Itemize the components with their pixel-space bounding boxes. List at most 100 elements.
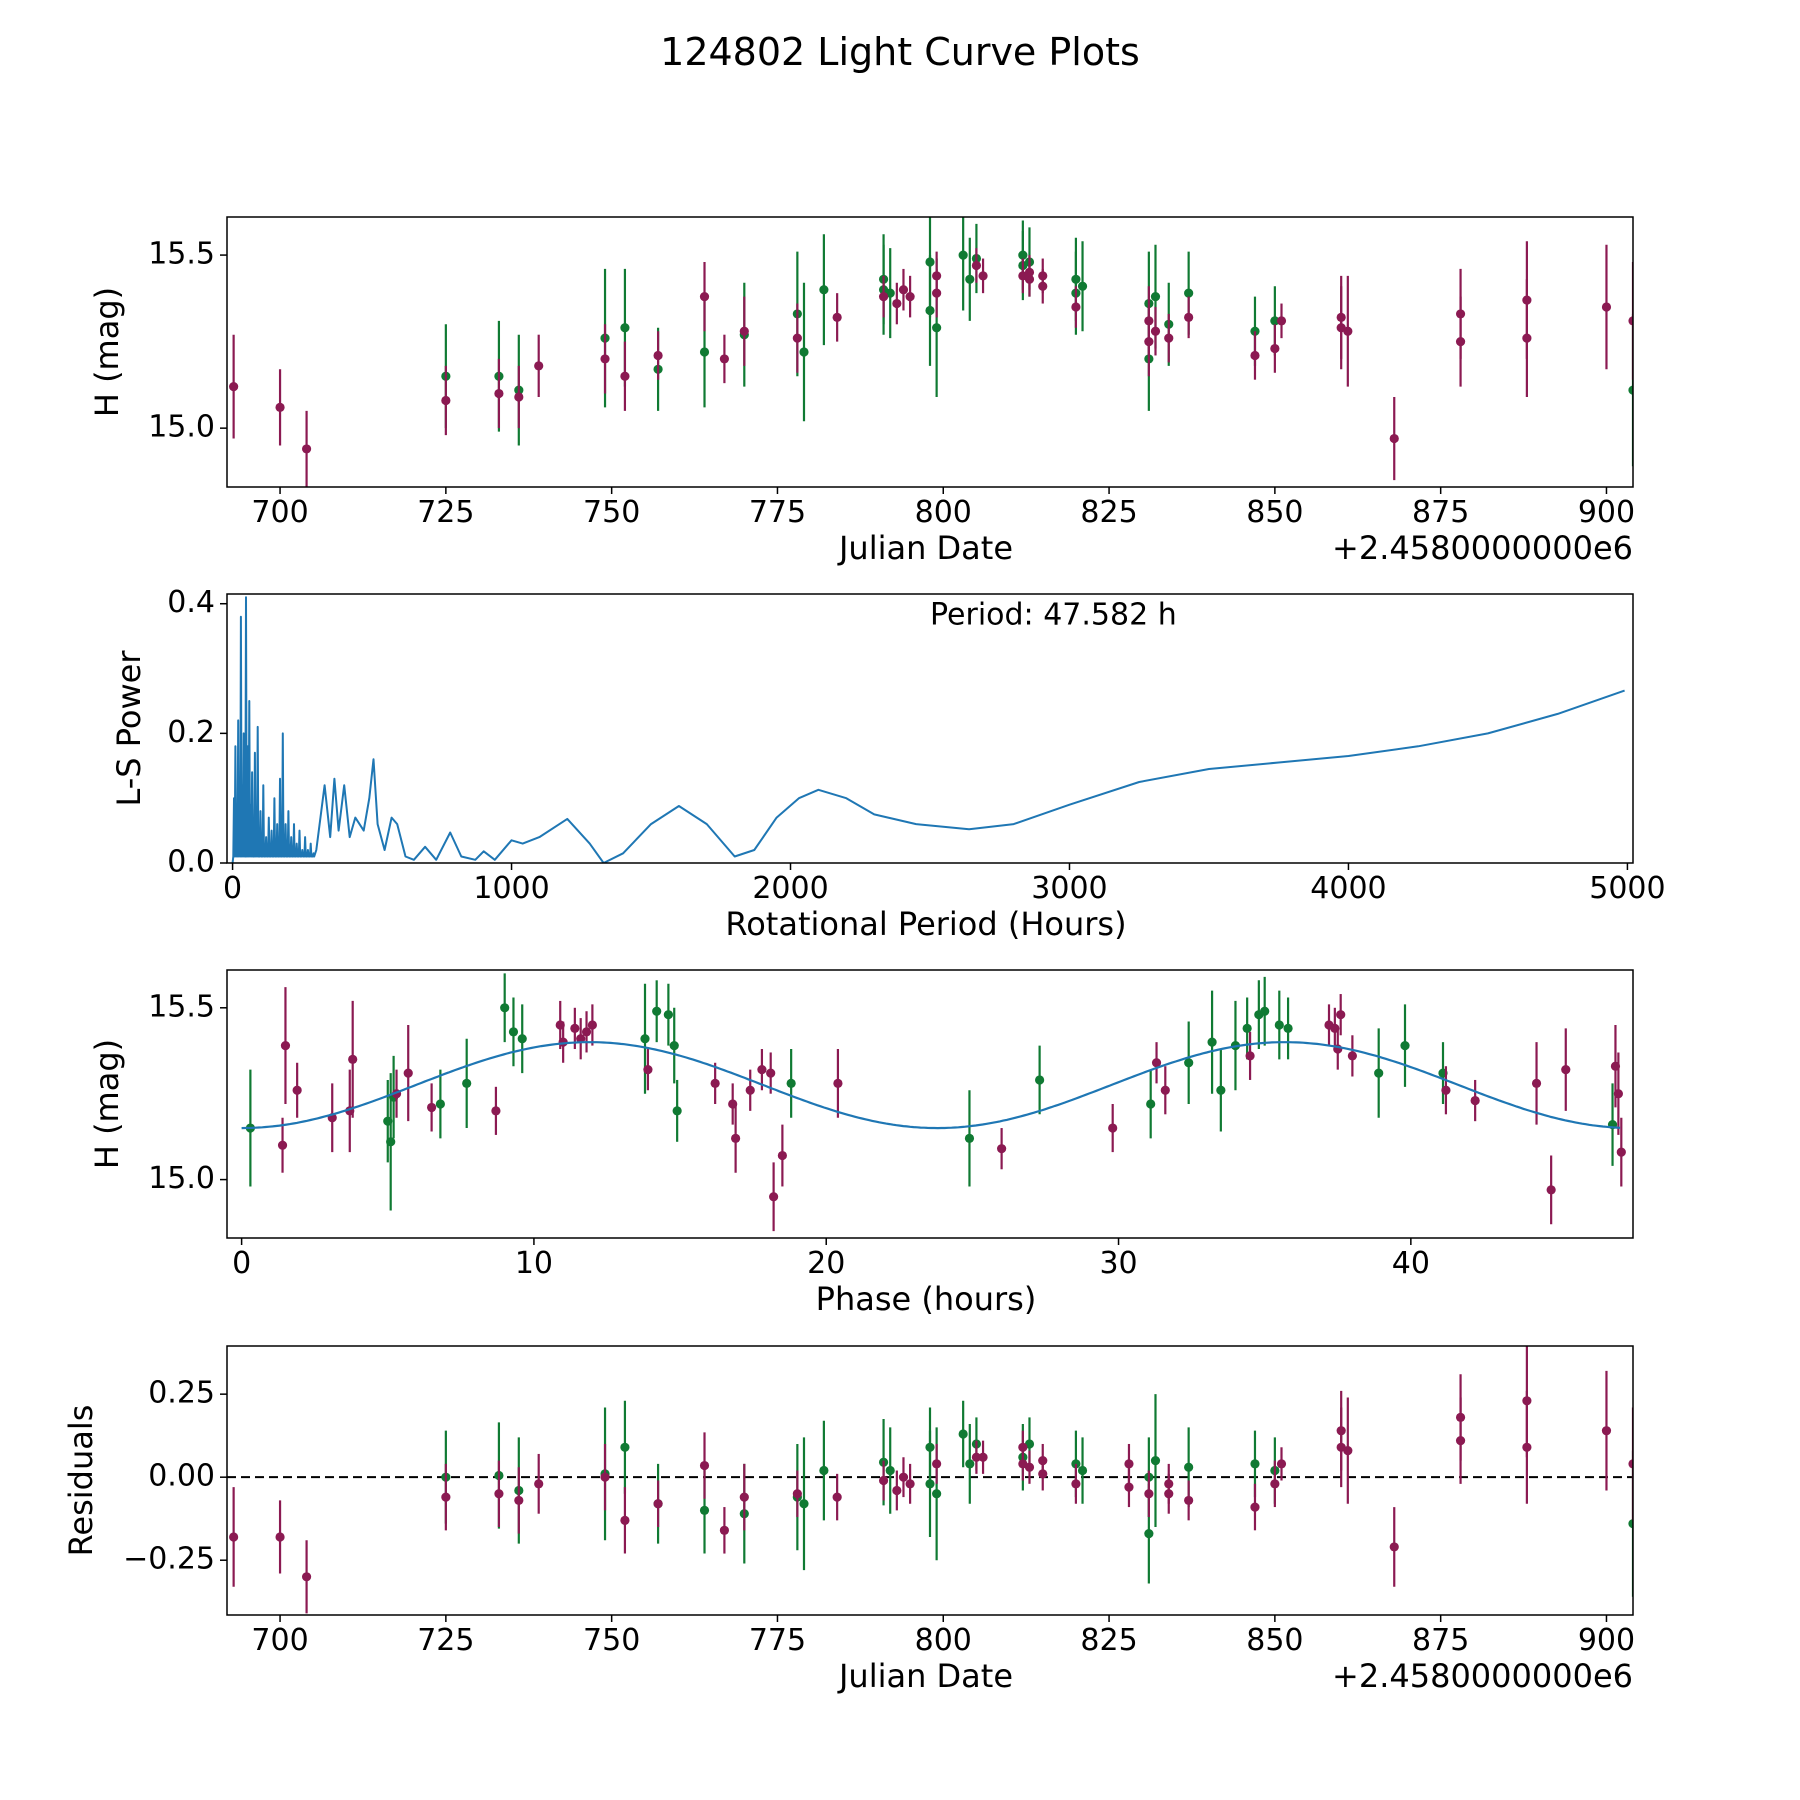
data-point — [710, 1078, 720, 1088]
x-tick-label: 2000 — [752, 871, 828, 906]
data-point — [833, 1078, 843, 1088]
x-tick-label: 10 — [515, 1246, 553, 1281]
data-point — [978, 271, 988, 281]
data-point — [745, 1085, 755, 1095]
axes-frame — [226, 593, 1634, 864]
y-tick-label: 15.5 — [148, 237, 215, 272]
data-point — [663, 1010, 673, 1020]
y-axis-label: H (mag) — [88, 1039, 126, 1169]
y-axis-label: Residuals — [62, 1405, 100, 1557]
y-tick-label: 0.0 — [167, 845, 215, 880]
x-tick-label: 700 — [251, 495, 308, 530]
data-point — [1124, 1482, 1134, 1492]
data-point — [892, 1485, 902, 1496]
data-point — [1150, 326, 1161, 336]
data-point — [1250, 1459, 1260, 1469]
data-point — [892, 298, 902, 309]
data-point — [1024, 1462, 1035, 1472]
x-tick-label: 1000 — [473, 871, 549, 906]
data-point — [1522, 333, 1532, 343]
data-point — [1077, 281, 1088, 291]
data-point — [799, 1499, 809, 1509]
data-point — [719, 1525, 730, 1535]
series-1 — [229, 1346, 1633, 1614]
data-point — [832, 312, 842, 322]
data-point — [1389, 1542, 1399, 1552]
x-tick-label: 4000 — [1310, 871, 1386, 906]
figure-title: 124802 Light Curve Plots — [660, 30, 1140, 74]
data-point — [978, 1452, 988, 1462]
data-point — [494, 1489, 504, 1499]
data-point — [905, 1479, 915, 1489]
data-point — [1184, 1495, 1194, 1506]
x-offset-text: +2.4580000000e6 — [1332, 1657, 1633, 1695]
data-point — [731, 1133, 741, 1143]
data-point — [643, 1065, 653, 1075]
series-0 — [441, 217, 1633, 467]
y-tick-label: 15.5 — [148, 989, 215, 1024]
data-point — [1071, 1479, 1081, 1489]
x-offset-text: +2.4580000000e6 — [1332, 529, 1633, 567]
series-1 — [277, 987, 1626, 1232]
data-point — [435, 1099, 445, 1109]
data-point — [280, 1040, 291, 1051]
data-point — [1151, 1058, 1162, 1068]
data-point — [699, 347, 710, 357]
data-point — [1160, 1085, 1170, 1095]
data-point — [769, 1192, 779, 1202]
data-point — [640, 1034, 650, 1044]
data-point — [1470, 1095, 1480, 1106]
data-point — [1146, 1099, 1156, 1109]
x-tick-label: 750 — [583, 495, 640, 530]
data-point — [620, 371, 630, 381]
data-point — [1216, 1085, 1226, 1095]
x-tick-label: 750 — [583, 1623, 640, 1658]
data-point — [699, 1460, 710, 1471]
data-point — [229, 382, 239, 392]
x-tick-label: 825 — [1080, 1623, 1137, 1658]
data-point — [292, 1085, 302, 1095]
x-axis-label: Phase (hours) — [816, 1280, 1037, 1318]
data-point — [766, 1068, 776, 1078]
x-axis-label: Julian Date — [837, 1657, 1013, 1695]
data-point — [1613, 1089, 1623, 1099]
data-point — [1270, 343, 1280, 354]
data-point — [1071, 302, 1081, 312]
data-point — [699, 1505, 710, 1515]
data-point — [878, 1475, 889, 1486]
data-point — [301, 444, 312, 454]
data-point — [1038, 1469, 1048, 1479]
y-axis-label: H (mag) — [88, 287, 126, 417]
x-tick-label: 900 — [1578, 1623, 1635, 1658]
data-point — [958, 250, 968, 260]
data-point — [1124, 1459, 1134, 1469]
data-point — [1274, 1020, 1284, 1030]
data-point — [1144, 1529, 1154, 1539]
model-fit-line — [241, 1041, 1621, 1130]
data-point — [386, 1137, 396, 1147]
data-point — [1207, 1037, 1217, 1047]
data-point — [1561, 1065, 1571, 1075]
data-point — [620, 1442, 630, 1452]
plot-area — [227, 1346, 1633, 1614]
data-point — [905, 292, 915, 302]
data-point — [777, 1150, 787, 1161]
x-tick-label: 775 — [749, 1623, 806, 1658]
data-point — [1336, 312, 1346, 322]
data-point — [1184, 312, 1194, 322]
data-point — [965, 1459, 975, 1469]
data-point — [514, 392, 524, 402]
data-point — [441, 395, 451, 406]
data-point — [653, 350, 663, 361]
data-point — [1184, 1058, 1194, 1068]
data-point — [1024, 267, 1035, 277]
data-point — [1270, 316, 1280, 326]
x-tick-label: 800 — [915, 495, 972, 530]
data-point — [819, 1465, 829, 1476]
data-point — [570, 1023, 580, 1034]
x-tick-label: 825 — [1080, 495, 1137, 530]
data-point — [301, 1572, 312, 1582]
y-tick-label: 15.0 — [148, 410, 215, 445]
data-point — [517, 1034, 527, 1044]
data-point — [799, 347, 809, 357]
